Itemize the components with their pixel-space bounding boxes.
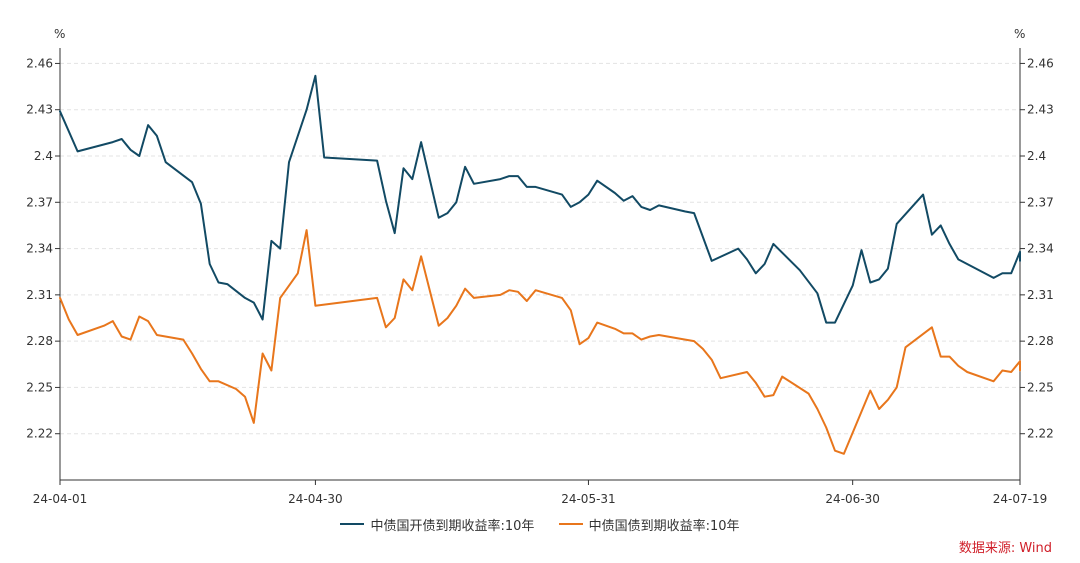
y-tick-label-left: 2.37 (26, 195, 53, 209)
y-tick-label-left: 2.4 (34, 149, 53, 163)
x-tick-label: 24-04-01 (33, 492, 87, 506)
legend-swatch-treasury (558, 523, 583, 525)
x-tick-label: 24-04-30 (288, 492, 342, 506)
data-source-note: 数据来源: Wind (958, 541, 1052, 556)
legend-label-cdb: 中债国开债到期收益率:10年 (370, 518, 535, 534)
y-tick-label-left: 2.25 (26, 380, 53, 394)
y-tick-label-left: 2.22 (26, 427, 53, 441)
x-tick-label: 24-05-31 (561, 492, 615, 506)
legend-item-treasury[interactable]: 中债国债到期收益率:10年 (558, 515, 740, 534)
legend: 中债国开债到期收益率:10年 中债国债到期收益率:10年 (0, 514, 1080, 534)
legend-swatch-cdb (340, 523, 365, 525)
y-tick-label-left: 2.43 (26, 103, 53, 117)
x-tick-label: 24-07-19 (993, 492, 1047, 506)
series-line-treasury-10y (59, 229, 1021, 455)
y-tick-label-right: 2.28 (1027, 334, 1054, 348)
legend-label-treasury: 中债国债到期收益率:10年 (588, 518, 740, 534)
x-tick-label: 24-06-30 (825, 492, 879, 506)
y-tick-label-right: 2.37 (1027, 195, 1054, 209)
y-tick-label-right: 2.46 (1027, 56, 1054, 70)
y-tick-label-right: 2.31 (1027, 288, 1054, 302)
axis-layer: 2.22 2.22 2.25 2.25 2.28 2.28 2.31 2.31 2.34 2.34… (26, 48, 1054, 506)
y-unit-right: % (1014, 27, 1025, 41)
y-tick-label-right: 2.43 (1027, 103, 1054, 117)
grid-layer (60, 62, 1020, 435)
y-tick-label-left: 2.34 (26, 242, 53, 256)
y-unit-left: % (54, 27, 65, 41)
y-tick-label-right: 2.22 (1027, 427, 1054, 441)
series-layer (59, 74, 1021, 455)
y-tick-label-right: 2.25 (1027, 380, 1054, 394)
y-tick-label-left: 2.46 (26, 56, 53, 70)
legend-item-cdb[interactable]: 中债国开债到期收益率:10年 (340, 515, 534, 534)
y-tick-label-right: 2.4 (1027, 149, 1046, 163)
chart-svg: 2.22 2.22 2.25 2.25 2.28 2.28 2.31 2.31 2.34 2.34… (26, 27, 1054, 506)
y-tick-label-left: 2.28 (26, 334, 53, 348)
y-tick-label-left: 2.31 (26, 288, 53, 302)
series-line-cdb-10y (59, 74, 1021, 324)
y-tick-label-right: 2.34 (1027, 242, 1054, 256)
